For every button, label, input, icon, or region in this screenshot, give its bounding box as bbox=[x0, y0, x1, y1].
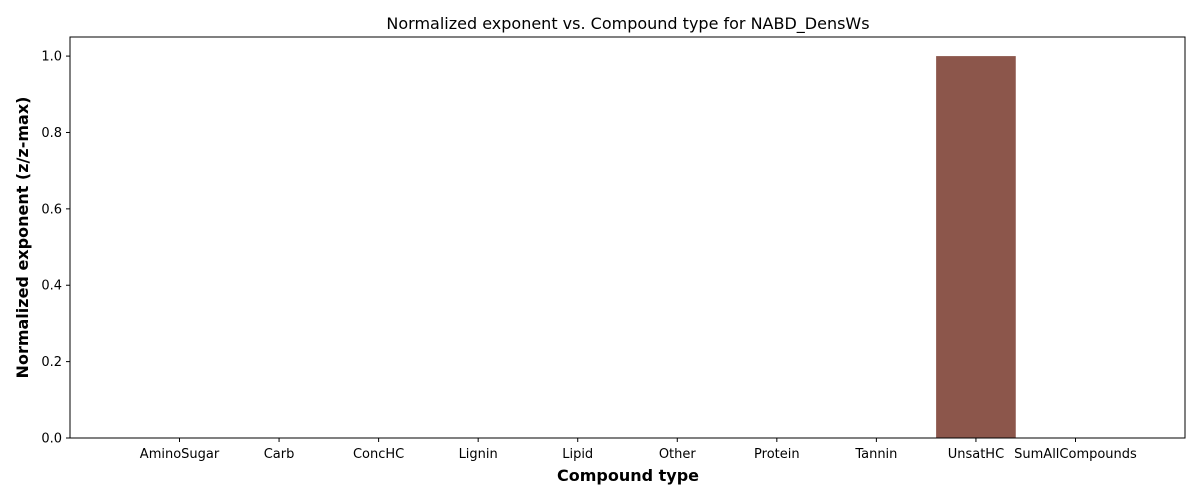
x-tick-label: Protein bbox=[754, 447, 800, 462]
y-tick-label: 0.6 bbox=[41, 202, 62, 217]
y-tick-label: 0.8 bbox=[41, 126, 62, 141]
y-axis: 0.0 0.2 0.4 0.6 0.8 1.0 bbox=[41, 50, 70, 447]
x-tick-label: Lipid bbox=[562, 447, 593, 462]
x-tick-label: Lignin bbox=[459, 447, 498, 462]
x-axis: AminoSugar Carb ConcHC Lignin Lipid Other Prot… bbox=[140, 438, 1137, 462]
x-tick-label: SumAllCompounds bbox=[1014, 447, 1137, 462]
y-tick-label: 0.0 bbox=[41, 432, 62, 447]
y-tick-label: 0.2 bbox=[41, 355, 62, 370]
y-axis-label: Normalized exponent (z/z-max) bbox=[13, 97, 32, 379]
chart-title: Normalized exponent vs. Compound type fo… bbox=[386, 14, 869, 34]
x-tick-label: ConcHC bbox=[353, 447, 404, 462]
plot-frame bbox=[69, 36, 1186, 439]
plot-area bbox=[936, 56, 1016, 438]
x-tick-label: Carb bbox=[264, 447, 295, 462]
x-tick-label: Tannin bbox=[854, 447, 897, 462]
x-tick-label: Other bbox=[659, 447, 697, 462]
y-tick-label: 0.4 bbox=[41, 279, 62, 294]
x-axis-label: Compound type bbox=[557, 466, 699, 485]
y-tick-label: 1.0 bbox=[41, 50, 62, 65]
x-tick-label: AminoSugar bbox=[140, 447, 220, 462]
x-tick-label: UnsatHC bbox=[948, 447, 1004, 462]
bar-unsathc bbox=[936, 56, 1016, 438]
